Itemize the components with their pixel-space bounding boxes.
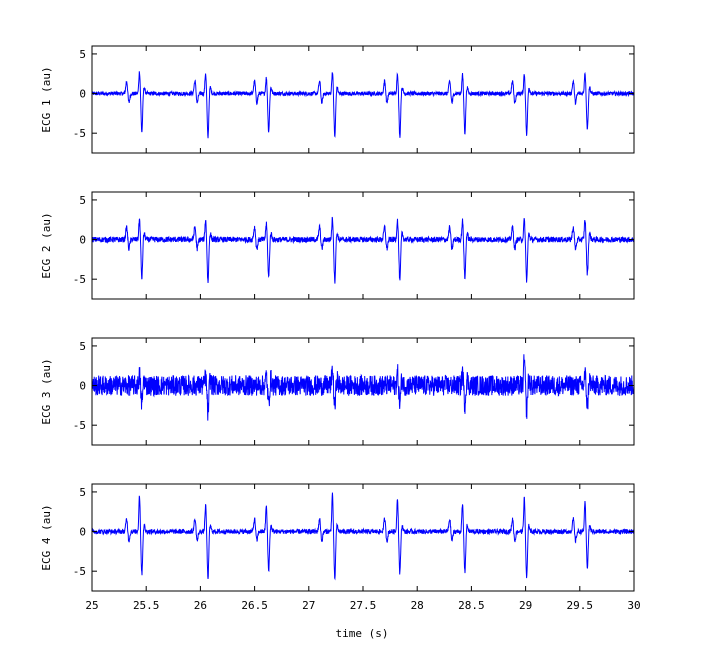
y-axis-label: ECG 1 (au) (40, 66, 53, 132)
y-axis-label: ECG 2 (au) (40, 212, 53, 278)
y-tick-label: 5 (79, 194, 86, 207)
x-tick-label: 26.5 (241, 599, 268, 612)
x-tick-label: 29 (519, 599, 532, 612)
ecg-panel-3: -5 0 5 ECG 3 (au) (40, 337, 635, 446)
x-tick-label: 27.5 (350, 599, 377, 612)
y-tick-label: 0 (79, 234, 86, 247)
x-tick-label: 25 (85, 599, 98, 612)
y-tick-label: -5 (73, 273, 86, 286)
x-tick-label: 26 (194, 599, 207, 612)
x-tick-label: 28.5 (458, 599, 485, 612)
y-tick-label: 5 (79, 486, 86, 499)
y-axis-label: ECG 4 (au) (40, 504, 53, 570)
y-tick-label: 0 (79, 88, 86, 101)
ecg-panel-2: -5 0 5 ECG 2 (au) (40, 191, 635, 300)
y-axis-label: ECG 3 (au) (40, 358, 53, 424)
x-tick-label: 28 (411, 599, 424, 612)
y-tick-label: 5 (79, 340, 86, 353)
x-axis-label: time (s) (336, 627, 389, 640)
ecg-trace-2 (92, 216, 634, 284)
ecg-panel-4: -5 0 5 ECG 4 (au) 25 25.5 26 26.5 27 27.5 28 28.5 29… (40, 483, 641, 612)
ecg-panel-1: -5 0 5 ECG 1 (au) (40, 45, 635, 154)
y-tick-label: -5 (73, 127, 86, 140)
ecg-trace-3 (92, 354, 634, 421)
y-tick-label: 0 (79, 380, 86, 393)
x-tick-label: 29.5 (567, 599, 594, 612)
ecg-trace-4 (92, 492, 634, 581)
x-tick-label: 25.5 (133, 599, 160, 612)
x-tick-label: 30 (627, 599, 640, 612)
y-tick-label: 5 (79, 48, 86, 61)
y-tick-label: -5 (73, 565, 86, 578)
y-tick-label: -5 (73, 419, 86, 432)
y-tick-label: 0 (79, 526, 86, 539)
ecg-trace-1 (92, 71, 634, 139)
x-tick-label: 27 (302, 599, 315, 612)
